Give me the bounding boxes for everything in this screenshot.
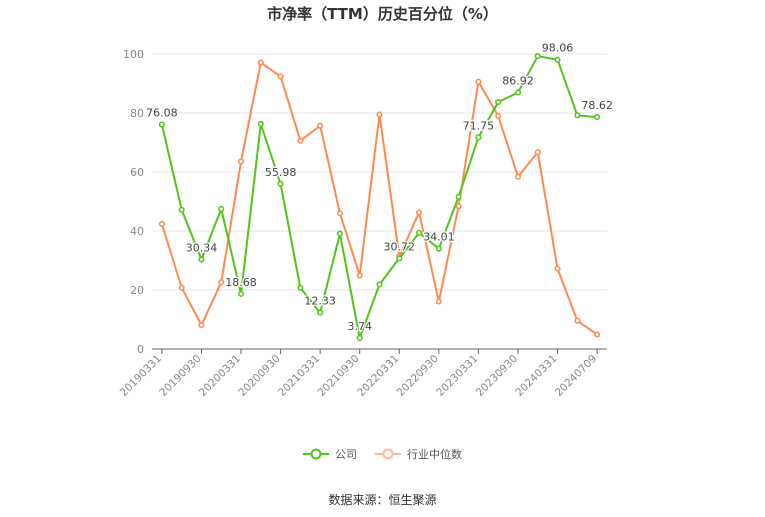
line-chart: 0 20 40 60 80 100 2019033120190930202003312020… bbox=[118, 40, 614, 399]
data-point bbox=[495, 99, 502, 106]
data-label: 30.72 bbox=[384, 240, 416, 253]
x-tick-label: 20190331 bbox=[118, 353, 164, 399]
data-point bbox=[158, 220, 165, 227]
data-point bbox=[178, 284, 185, 291]
data-point bbox=[277, 180, 284, 187]
data-point bbox=[336, 210, 343, 217]
data-point bbox=[416, 209, 423, 216]
data-point bbox=[198, 322, 205, 329]
x-tick-label: 20220331 bbox=[355, 353, 401, 399]
x-tick-label: 20230331 bbox=[434, 353, 480, 399]
y-tick-label: 80 bbox=[130, 107, 144, 120]
data-point bbox=[495, 112, 502, 119]
legend-company-label: 公司 bbox=[335, 448, 357, 461]
data-point bbox=[574, 112, 581, 119]
data-point bbox=[416, 229, 423, 236]
x-tick-label: 20200930 bbox=[236, 353, 282, 399]
legend-company-marker-icon bbox=[303, 448, 329, 460]
data-point bbox=[455, 203, 462, 210]
data-point bbox=[376, 281, 383, 288]
data-label: 71.75 bbox=[463, 119, 495, 132]
data-point bbox=[514, 173, 522, 180]
data-point bbox=[435, 298, 442, 305]
data-point bbox=[534, 53, 541, 60]
y-tick-label: 20 bbox=[130, 284, 144, 297]
data-point bbox=[396, 255, 403, 262]
series-line bbox=[160, 54, 598, 342]
x-tick-label: 20210331 bbox=[276, 353, 322, 399]
data-point bbox=[376, 111, 383, 118]
data-point bbox=[198, 256, 205, 263]
data-point bbox=[554, 265, 561, 272]
data-point bbox=[435, 245, 442, 252]
data-point bbox=[356, 334, 363, 342]
data-label: 18.68 bbox=[225, 276, 257, 289]
legend-industry-label: 行业中位数 bbox=[407, 448, 462, 461]
data-point bbox=[218, 279, 225, 286]
data-point bbox=[277, 73, 284, 80]
data-point bbox=[178, 206, 185, 213]
x-tick-label: 20190930 bbox=[157, 353, 203, 399]
y-tick-label: 0 bbox=[137, 343, 144, 356]
series-line bbox=[160, 60, 598, 336]
data-label: 12.33 bbox=[304, 295, 336, 308]
data-point bbox=[297, 284, 304, 291]
legend: 公司 行业中位数 bbox=[0, 446, 765, 462]
data-point bbox=[534, 149, 541, 156]
data-point bbox=[574, 317, 581, 324]
data-point bbox=[317, 122, 324, 129]
data-point bbox=[475, 134, 482, 141]
data-point bbox=[594, 331, 601, 338]
data-point bbox=[336, 230, 343, 237]
data-point bbox=[257, 59, 264, 66]
data-point bbox=[455, 193, 462, 200]
data-point bbox=[554, 56, 561, 63]
x-tick-label: 20230930 bbox=[474, 353, 520, 399]
data-point bbox=[218, 205, 225, 212]
y-tick-label: 100 bbox=[123, 48, 144, 61]
data-label: 76.08 bbox=[146, 107, 178, 120]
legend-item-industry[interactable]: 行业中位数 bbox=[375, 446, 462, 462]
x-tick-label: 20200331 bbox=[197, 353, 243, 399]
data-point bbox=[514, 89, 522, 96]
data-label: 78.62 bbox=[581, 99, 613, 112]
data-point bbox=[594, 114, 601, 121]
data-label: 55.98 bbox=[265, 166, 297, 179]
x-tick-label: 20220930 bbox=[395, 353, 441, 399]
data-label: 34.01 bbox=[423, 231, 455, 244]
data-point bbox=[356, 272, 363, 279]
data-label: 30.34 bbox=[186, 241, 218, 254]
data-point bbox=[158, 121, 165, 128]
y-tick-label: 40 bbox=[130, 225, 144, 238]
legend-industry-marker-icon bbox=[375, 448, 401, 460]
data-point bbox=[317, 309, 324, 316]
data-source: 数据来源：恒生聚源 bbox=[328, 493, 437, 507]
data-point bbox=[475, 78, 482, 85]
x-tick-label: 20240709 bbox=[553, 353, 599, 399]
data-point bbox=[237, 158, 245, 165]
y-tick-label: 60 bbox=[130, 166, 144, 179]
data-point bbox=[297, 137, 304, 144]
data-label: 3.74 bbox=[347, 320, 372, 333]
x-tick-label: 20240331 bbox=[513, 353, 559, 399]
data-label: 98.06 bbox=[542, 42, 574, 55]
x-tick-label: 20210930 bbox=[316, 353, 362, 399]
data-point bbox=[237, 290, 245, 297]
data-label: 86.92 bbox=[502, 75, 534, 88]
data-point bbox=[257, 120, 264, 127]
legend-item-company[interactable]: 公司 bbox=[303, 446, 357, 462]
chart-title: 市净率（TTM）历史百分位（%） bbox=[267, 5, 498, 23]
